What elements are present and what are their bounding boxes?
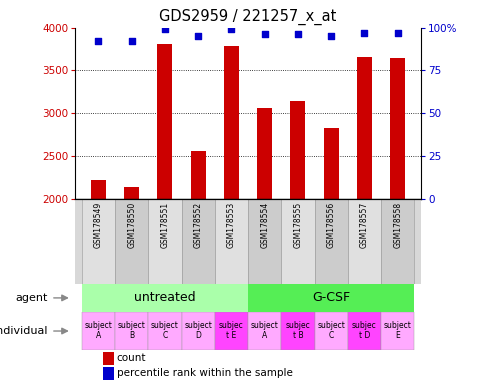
Bar [224,46,239,199]
Point [260,31,268,38]
Text: subject
D: subject D [184,321,212,340]
Text: subject
E: subject E [383,321,411,340]
Bar [214,312,247,350]
Point [161,26,168,32]
Bar [91,180,106,199]
Text: subjec
t E: subjec t E [219,321,243,340]
Bar [82,284,247,312]
Bar [347,199,380,284]
Text: subject
B: subject B [118,321,145,340]
Text: count: count [117,353,146,363]
Text: GSM178557: GSM178557 [359,202,368,248]
Bar [148,199,181,284]
Bar [82,199,115,284]
Text: G-CSF: G-CSF [312,291,349,305]
Text: GSM178550: GSM178550 [127,202,136,248]
Bar [323,127,338,199]
Bar [124,187,139,199]
Point [128,38,136,45]
Text: individual: individual [0,326,47,336]
Bar [82,312,115,350]
Point [360,30,367,36]
Text: percentile rank within the sample: percentile rank within the sample [117,368,292,378]
Bar [314,312,347,350]
Bar [290,101,305,199]
Text: subject
A: subject A [84,321,112,340]
Title: GDS2959 / 221257_x_at: GDS2959 / 221257_x_at [159,9,336,25]
Bar [190,151,205,199]
Bar [281,199,314,284]
Text: subject
C: subject C [151,321,179,340]
Bar [181,199,214,284]
Point [227,26,235,32]
Bar [281,312,314,350]
Point [94,38,102,45]
Bar [390,58,404,199]
Bar [148,312,181,350]
Bar [247,199,281,284]
Text: subject
C: subject C [317,321,345,340]
Text: GSM178558: GSM178558 [393,202,401,248]
Text: GSM178555: GSM178555 [293,202,302,248]
Bar [247,284,413,312]
Text: subject
A: subject A [250,321,278,340]
Point [327,33,334,39]
Text: subjec
t D: subjec t D [351,321,376,340]
Bar [380,199,413,284]
Text: GSM178551: GSM178551 [160,202,169,248]
Text: GSM178552: GSM178552 [193,202,202,248]
Point [194,33,202,39]
Bar [103,367,114,379]
Bar [181,312,214,350]
Bar [380,312,413,350]
Text: GSM178549: GSM178549 [94,202,103,248]
Text: GSM178556: GSM178556 [326,202,335,248]
Bar [103,352,114,364]
Bar [157,44,172,199]
Bar [356,57,371,199]
Text: agent: agent [15,293,47,303]
Text: subjec
t B: subjec t B [285,321,310,340]
Text: GSM178554: GSM178554 [260,202,269,248]
Text: GSM178553: GSM178553 [227,202,235,248]
Bar [314,199,347,284]
Point [393,30,401,36]
Bar [257,108,272,199]
Point [293,31,301,38]
Bar [115,199,148,284]
Bar [247,312,281,350]
Text: untreated: untreated [134,291,196,305]
Bar [347,312,380,350]
Bar [115,312,148,350]
Bar [214,199,247,284]
